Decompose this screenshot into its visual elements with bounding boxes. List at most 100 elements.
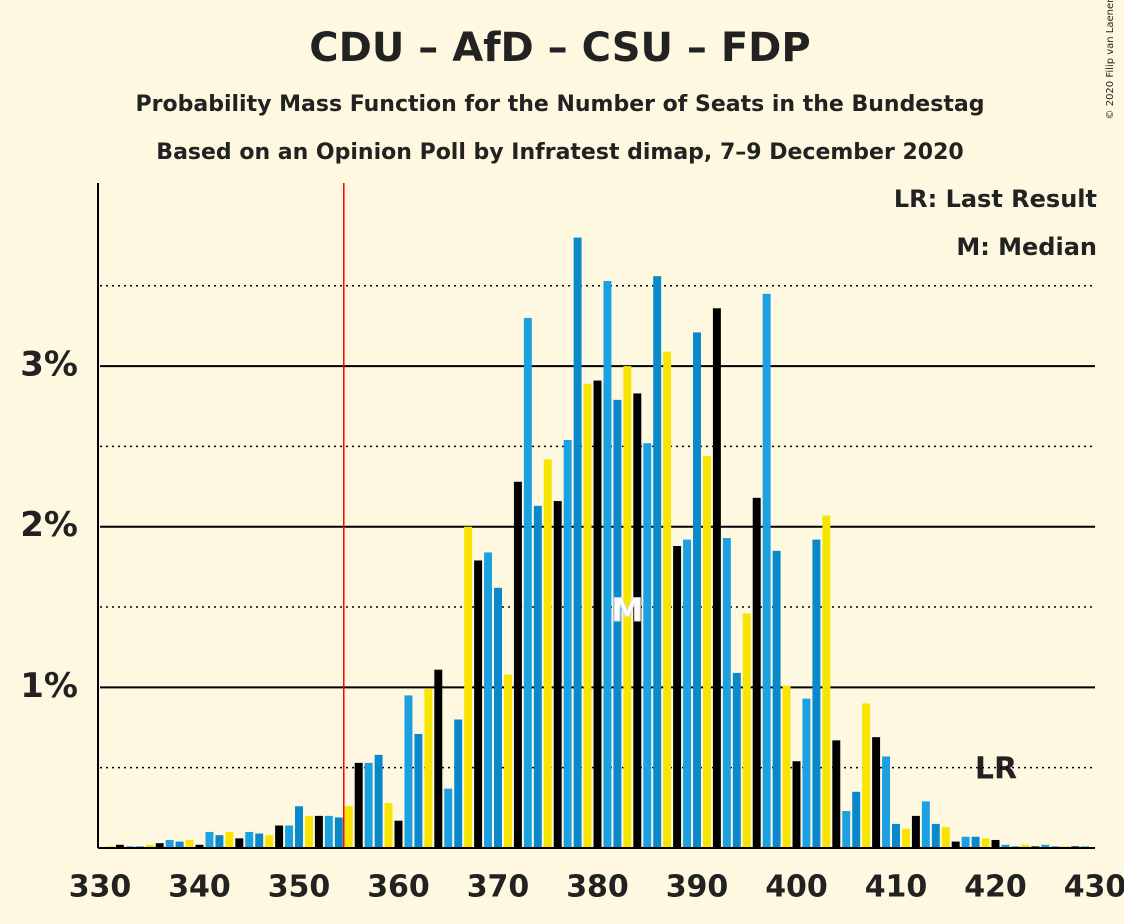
bar (384, 803, 393, 848)
bar (295, 806, 303, 848)
bar (304, 815, 313, 848)
bar (225, 831, 234, 848)
bar (603, 280, 612, 848)
bar (265, 835, 274, 848)
y-tick-label: 1% (20, 666, 78, 706)
bar (732, 672, 741, 848)
bar (464, 526, 473, 848)
bar (663, 351, 672, 848)
bar (434, 669, 443, 848)
x-tick-label: 350 (268, 870, 331, 905)
bar (533, 505, 542, 848)
bar (832, 740, 841, 848)
bar (991, 839, 1000, 848)
bar (553, 501, 562, 848)
bar (951, 841, 960, 848)
median-label: M (611, 591, 643, 629)
bar (653, 276, 662, 848)
bar (623, 366, 632, 848)
bar (722, 537, 731, 848)
bar (842, 811, 851, 848)
bar (255, 833, 264, 848)
bar (892, 823, 900, 848)
bar (424, 688, 433, 848)
x-tick-label: 360 (367, 870, 430, 905)
bar (354, 762, 363, 848)
bar (792, 761, 801, 848)
x-tick-label: 370 (467, 870, 530, 905)
bar (961, 836, 970, 848)
bar (444, 788, 453, 848)
bar (454, 719, 463, 848)
bar (374, 754, 383, 848)
bar (394, 820, 403, 848)
bar (364, 762, 373, 848)
bar (314, 815, 323, 848)
x-tick-label: 430 (1064, 870, 1124, 905)
x-tick-label: 390 (666, 870, 729, 905)
bar (782, 685, 791, 848)
bar (822, 515, 831, 848)
bar (1001, 844, 1010, 848)
bar (185, 839, 194, 848)
bar (981, 838, 990, 848)
bar (563, 440, 572, 848)
bar (911, 815, 920, 848)
bar (523, 317, 532, 848)
bar (633, 393, 642, 848)
bar (643, 443, 652, 848)
bar (215, 835, 224, 848)
x-tick-label: 330 (69, 870, 132, 905)
bar (474, 560, 483, 848)
bar (344, 806, 353, 848)
bar (762, 293, 771, 848)
bar (593, 380, 602, 848)
bar (155, 843, 164, 848)
bar (165, 839, 174, 848)
y-tick-label: 3% (20, 345, 78, 385)
bar (882, 756, 891, 848)
bar (852, 791, 861, 848)
bar (235, 838, 244, 848)
bar (772, 550, 781, 848)
bar (1021, 844, 1030, 848)
x-tick-label: 340 (168, 870, 231, 905)
chart-subtitle: Probability Mass Function for the Number… (136, 92, 985, 117)
bar (513, 481, 522, 848)
bar (941, 827, 950, 848)
bar (673, 546, 682, 848)
bar (872, 737, 881, 848)
bar (712, 308, 721, 848)
bar (503, 674, 512, 848)
bar (494, 587, 502, 848)
bar (931, 823, 940, 848)
legend-entry: LR: Last Result (894, 185, 1097, 213)
copyright: © 2020 Filip van Laenen (1105, 0, 1116, 119)
lr-label: LR (975, 752, 1017, 787)
bar (702, 456, 711, 848)
legend-entry: M: Median (956, 233, 1097, 261)
bar (812, 539, 821, 848)
bar (802, 698, 811, 848)
bar (404, 695, 413, 848)
bar (414, 733, 423, 848)
bar (175, 841, 184, 848)
bar (683, 539, 692, 848)
x-tick-label: 400 (765, 870, 828, 905)
bar (921, 801, 930, 848)
bar (205, 831, 214, 848)
bar (613, 399, 622, 848)
bar (573, 237, 582, 848)
bar (334, 817, 343, 848)
x-tick-label: 380 (566, 870, 629, 905)
bar (115, 844, 124, 848)
bar (484, 552, 493, 848)
bar (901, 828, 910, 848)
bar (285, 825, 294, 848)
bar (195, 844, 204, 848)
bar (324, 815, 333, 848)
y-tick-label: 2% (20, 505, 78, 545)
bar (752, 497, 761, 848)
chart-subtitle: Based on an Opinion Poll by Infratest di… (156, 140, 963, 165)
